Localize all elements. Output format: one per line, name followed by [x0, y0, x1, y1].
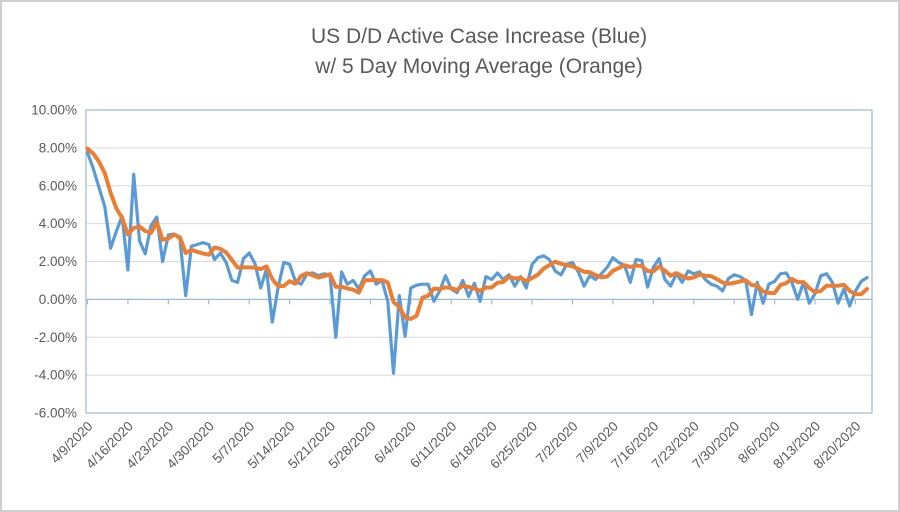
series-moving-average-line: [85, 146, 869, 321]
series-daily-line: [85, 151, 869, 375]
chart-title: US D/D Active Case Increase (Blue): [310, 25, 648, 48]
chart-subtitle: w/ 5 Day Moving Average (Orange): [315, 55, 643, 78]
y-axis-label: 0.00%: [39, 292, 77, 307]
plot-border: [85, 109, 873, 414]
y-axis-label: 10.00%: [31, 103, 77, 118]
y-axis-labels: 10.00% 8.00% 6.00% 4.00% 2.00% 0.00% -2.00% -4.…: [31, 103, 77, 421]
y-axis-label: -4.00%: [34, 368, 77, 383]
y-axis-label: -6.00%: [34, 406, 77, 421]
y-axis-label: 8.00%: [39, 140, 77, 155]
y-axis-label: 2.00%: [39, 254, 77, 269]
y-axis-label: -2.00%: [34, 330, 77, 345]
chart-title-block: US D/D Active Case Increase (Blue) w/ 5 …: [86, 22, 872, 82]
y-axis-label: 4.00%: [39, 216, 77, 231]
gridlines: [86, 147, 872, 376]
x-axis-labels: 4/9/20204/16/20204/23/20204/30/20205/7/2…: [48, 419, 864, 472]
y-axis-label: 6.00%: [39, 178, 77, 193]
x-axis-label: 7/2/2020: [533, 419, 581, 467]
